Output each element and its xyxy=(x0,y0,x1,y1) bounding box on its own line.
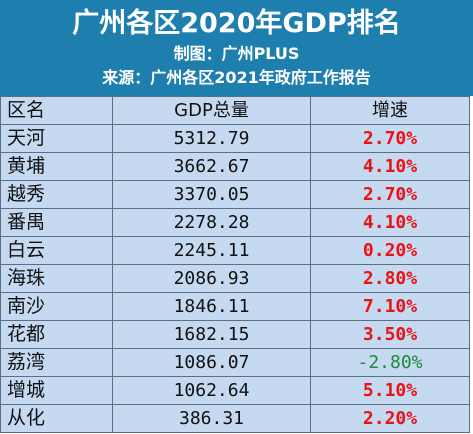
district-name-cell[interactable]: 海珠 xyxy=(0,264,113,293)
page-title: 广州各区2020年GDP排名 xyxy=(72,8,401,39)
table-row: 黄埔 3662.67 4.10% xyxy=(0,152,470,181)
district-name-cell[interactable]: 南沙 xyxy=(0,292,113,321)
gdp-value-cell[interactable]: 1062.64 xyxy=(112,376,311,405)
title-banner: 广州各区2020年GDP排名 制图：广州PLUS 来源：广州各区2021年政府工… xyxy=(0,0,473,96)
table-row: 番禺 2278.28 4.10% xyxy=(0,208,470,237)
gdp-value-cell[interactable]: 386.31 xyxy=(112,404,311,433)
growth-rate-cell[interactable]: 0.20% xyxy=(310,236,470,265)
table-row: 从化 386.31 2.20% xyxy=(0,404,470,433)
district-name-cell[interactable]: 增城 xyxy=(0,376,113,405)
district-name-cell[interactable]: 从化 xyxy=(0,404,113,433)
district-name-cell[interactable]: 荔湾 xyxy=(0,348,113,377)
district-name-cell[interactable]: 白云 xyxy=(0,236,113,265)
gdp-value-cell[interactable]: 1682.15 xyxy=(112,320,311,349)
table-row: 南沙 1846.11 7.10% xyxy=(0,292,470,321)
gdp-value-cell[interactable]: 3662.67 xyxy=(112,152,311,181)
growth-rate-cell[interactable]: 4.10% xyxy=(310,152,470,181)
table-row: 越秀 3370.05 2.70% xyxy=(0,180,470,209)
table-row: 天河 5312.79 2.70% xyxy=(0,124,470,153)
table-row: 荔湾 1086.07 -2.80% xyxy=(0,348,470,377)
district-name-cell[interactable]: 黄埔 xyxy=(0,152,113,181)
district-name-cell[interactable]: 花都 xyxy=(0,320,113,349)
gdp-value-cell[interactable]: 1086.07 xyxy=(112,348,311,377)
district-name-cell[interactable]: 越秀 xyxy=(0,180,113,209)
gdp-value-cell[interactable]: 2278.28 xyxy=(112,208,311,237)
column-header-growth[interactable]: 增速 xyxy=(310,96,470,125)
table-row: 花都 1682.15 3.50% xyxy=(0,320,470,349)
source-line: 来源：广州各区2021年政府工作报告 xyxy=(102,68,371,87)
table-row: 增城 1062.64 5.10% xyxy=(0,376,470,405)
gdp-value-cell[interactable]: 1846.11 xyxy=(112,292,311,321)
gdp-table: 区名 GDP总量 增速 天河 5312.79 2.70% 黄埔 3662.67 4.10%… xyxy=(0,96,470,433)
table-row: 白云 2245.11 0.20% xyxy=(0,236,470,265)
growth-rate-cell[interactable]: 2.70% xyxy=(310,180,470,209)
growth-rate-cell[interactable]: 2.70% xyxy=(310,124,470,153)
growth-rate-cell[interactable]: 4.10% xyxy=(310,208,470,237)
column-header-district[interactable]: 区名 xyxy=(0,96,113,125)
district-name-cell[interactable]: 天河 xyxy=(0,124,113,153)
district-name-cell[interactable]: 番禺 xyxy=(0,208,113,237)
chart-maker-line: 制图：广州PLUS xyxy=(173,44,300,63)
growth-rate-cell[interactable]: 2.80% xyxy=(310,264,470,293)
column-header-gdp[interactable]: GDP总量 xyxy=(112,96,311,125)
gdp-value-cell[interactable]: 3370.05 xyxy=(112,180,311,209)
growth-rate-cell[interactable]: 5.10% xyxy=(310,376,470,405)
gdp-value-cell[interactable]: 5312.79 xyxy=(112,124,311,153)
table-header-row: 区名 GDP总量 增速 xyxy=(0,96,470,125)
growth-rate-cell[interactable]: -2.80% xyxy=(310,348,470,377)
growth-rate-cell[interactable]: 3.50% xyxy=(310,320,470,349)
growth-rate-cell[interactable]: 7.10% xyxy=(310,292,470,321)
table-row: 海珠 2086.93 2.80% xyxy=(0,264,470,293)
gdp-value-cell[interactable]: 2086.93 xyxy=(112,264,311,293)
growth-rate-cell[interactable]: 2.20% xyxy=(310,404,470,433)
gdp-value-cell[interactable]: 2245.11 xyxy=(112,236,311,265)
